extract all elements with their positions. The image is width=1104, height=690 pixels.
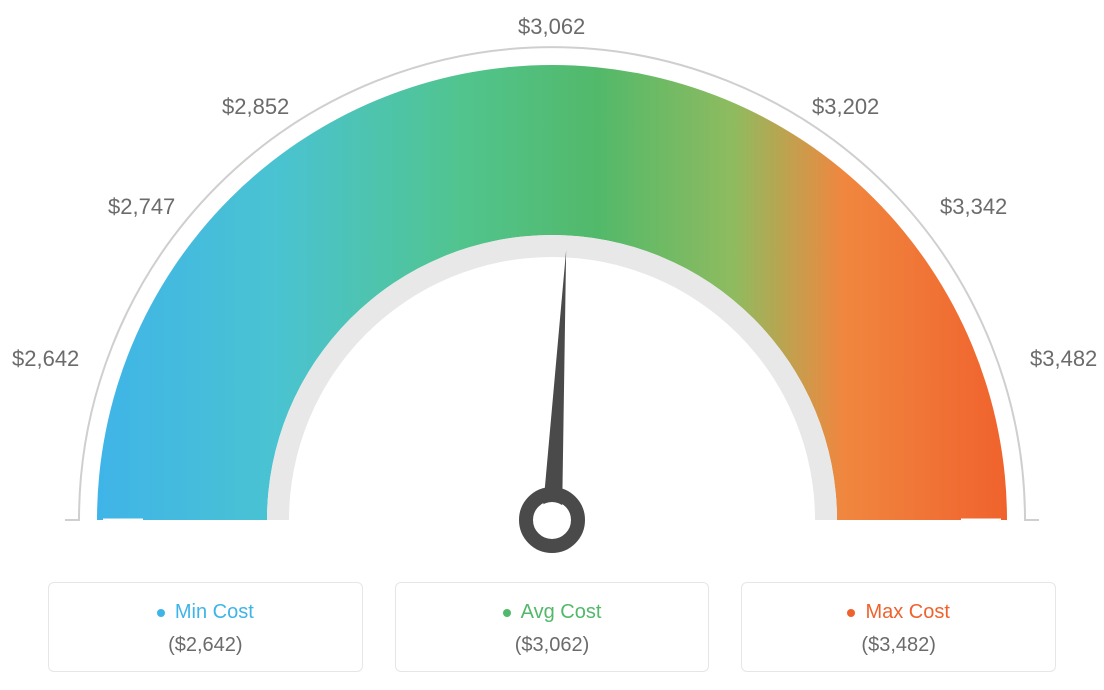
legend-title-avg: Avg Cost: [503, 601, 602, 624]
gauge-tick-label: $2,642: [12, 346, 79, 372]
gauge-wrap: $2,642 $2,747 $2,852 $3,062 $3,202 $3,342 $3,4…: [0, 0, 1104, 560]
gauge-svg: [0, 0, 1104, 560]
legend-value-avg: ($3,062): [406, 634, 699, 657]
gauge-tick-label: $2,747: [108, 194, 175, 220]
legend-title-text: Avg Cost: [521, 601, 602, 624]
gauge-tick-label: $3,202: [812, 94, 879, 120]
dot-icon: [503, 609, 511, 617]
legend-row: Min Cost ($2,642) Avg Cost ($3,062) Max …: [48, 582, 1056, 672]
legend-card-max: Max Cost ($3,482): [741, 582, 1056, 672]
gauge-tick-label: $3,062: [518, 14, 585, 40]
gauge-tick-label: $2,852: [222, 94, 289, 120]
legend-value-min: ($2,642): [59, 634, 352, 657]
legend-card-avg: Avg Cost ($3,062): [395, 582, 710, 672]
legend-title-text: Min Cost: [175, 601, 254, 624]
legend-value-max: ($3,482): [752, 634, 1045, 657]
legend-title-min: Min Cost: [157, 601, 254, 624]
gauge-tick-label: $3,482: [1030, 346, 1097, 372]
legend-card-min: Min Cost ($2,642): [48, 582, 363, 672]
gauge-tick-label: $3,342: [940, 194, 1007, 220]
dot-icon: [157, 609, 165, 617]
dot-icon: [847, 609, 855, 617]
legend-title-max: Max Cost: [847, 601, 949, 624]
legend-title-text: Max Cost: [865, 601, 949, 624]
gauge-container: $2,642 $2,747 $2,852 $3,062 $3,202 $3,342 $3,4…: [0, 0, 1104, 690]
